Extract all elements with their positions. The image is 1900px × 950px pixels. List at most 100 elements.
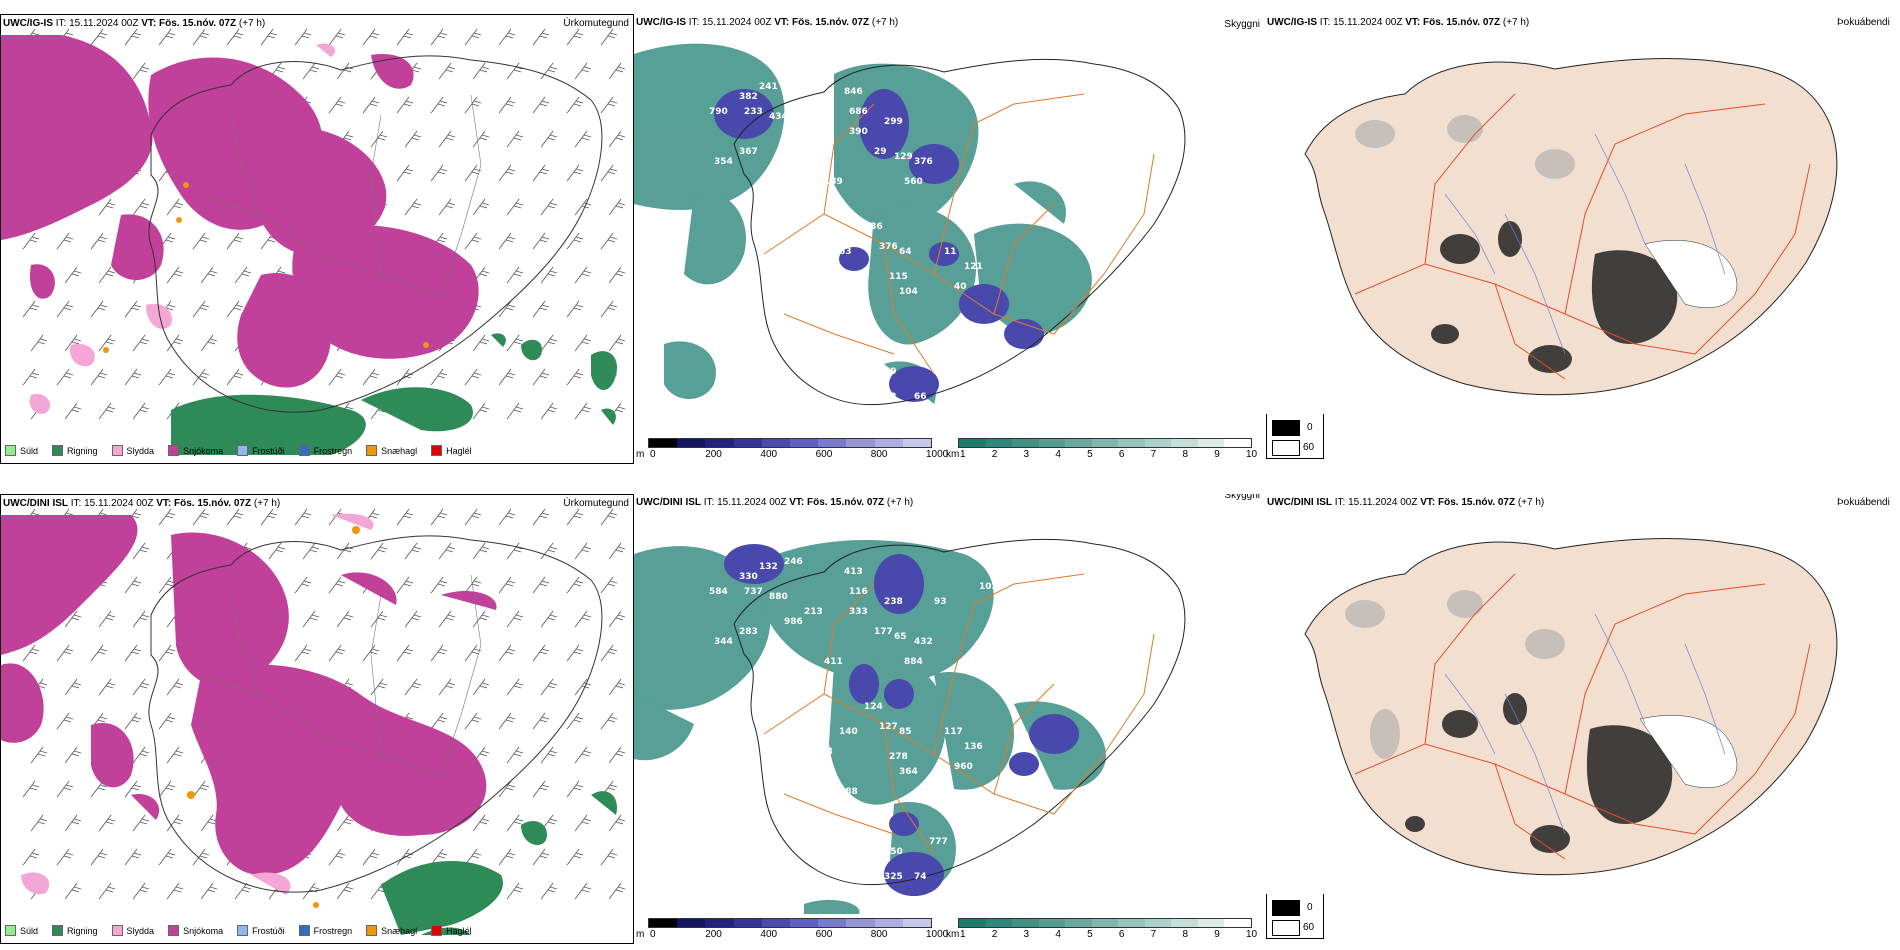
peak-label: 121 <box>964 262 983 272</box>
colorbar-unit: m <box>636 449 645 460</box>
peak-label: 35 <box>764 767 777 777</box>
peak-label: 65 <box>894 632 907 642</box>
peak-label: 103 <box>979 582 998 592</box>
colorbar-tick: 10 <box>1246 449 1258 460</box>
colorbar-box <box>789 439 819 447</box>
wind-barb <box>498 848 516 866</box>
peak-label: 333 <box>849 607 868 617</box>
wind-barb <box>158 712 176 730</box>
colorbar-box <box>705 439 734 447</box>
panel-header: UWC/DINI ISL IT: 15.11.2024 00Z VT: Fös.… <box>636 497 914 508</box>
wind-barb <box>532 300 550 318</box>
wind-barb <box>200 882 218 900</box>
wind-barb <box>166 882 184 900</box>
colorbar-box <box>1065 439 1092 447</box>
wind-barb <box>396 576 414 594</box>
wind-barb <box>608 266 626 284</box>
legend-swatch <box>237 925 249 936</box>
wind-barb <box>540 130 558 148</box>
wind-barb <box>166 814 184 832</box>
wind-barb <box>574 610 592 628</box>
wind-barb <box>132 402 150 420</box>
wind-barb <box>506 266 524 284</box>
colorbar-box <box>733 439 762 447</box>
wind-barb <box>328 28 346 46</box>
wind-barb <box>608 334 626 352</box>
wind-barb <box>158 28 176 46</box>
peak-label: 598 <box>964 817 983 827</box>
peak-label: 213 <box>804 607 823 617</box>
wind-barb <box>540 882 558 900</box>
peak-label: 129 <box>894 152 913 162</box>
wind-barb <box>98 266 116 284</box>
colorbar-tick: 7 <box>1150 449 1157 460</box>
wind-barb <box>600 28 618 46</box>
wind-barb <box>336 882 354 900</box>
legend-item: Slydda <box>111 925 155 936</box>
wind-barb <box>540 266 558 284</box>
colorbar-tick: 800 <box>870 929 888 940</box>
wind-barb <box>608 130 626 148</box>
wind-barb <box>506 882 524 900</box>
wind-barb <box>132 334 150 352</box>
wind-barb <box>430 848 448 866</box>
legend-label: Snjókoma <box>183 925 224 936</box>
peak-label: 750 <box>884 847 903 857</box>
wind-barb <box>574 882 592 900</box>
wind-barb <box>600 300 618 318</box>
wind-barb <box>566 780 584 798</box>
legend-label: Rigning <box>67 925 98 936</box>
colorbar-box <box>846 439 875 447</box>
peak-label: 317 <box>929 357 948 367</box>
wind-barb <box>566 576 584 594</box>
wind-barb <box>506 402 524 420</box>
colorbar-box <box>1091 919 1119 927</box>
wind-barb <box>532 232 550 250</box>
wind-barb <box>98 198 116 216</box>
panel-header: UWC/DINI ISL IT: 15.11.2024 00Z VT: Fös.… <box>3 498 281 509</box>
wind-barb <box>362 368 380 386</box>
legend-item: Snæhagl <box>366 445 417 456</box>
legend-item: Haglél <box>431 445 472 456</box>
legend-label: Slydda <box>126 445 155 456</box>
wind-barb <box>22 644 40 662</box>
wind-barb <box>608 610 626 628</box>
wind-barb <box>370 610 388 628</box>
wind-barb <box>132 882 150 900</box>
wind-barb <box>498 780 516 798</box>
legend-label: Frostúði <box>252 925 285 936</box>
wind-barb <box>98 402 116 420</box>
legend-item: Rigning <box>52 925 98 936</box>
wind-barb <box>574 678 592 696</box>
wind-barb <box>566 368 584 386</box>
peak-label: 436 <box>864 222 883 232</box>
legend-label: Slydda <box>126 925 155 936</box>
wind-barb <box>166 198 184 216</box>
peak-label: 11 <box>944 247 957 257</box>
wind-barb <box>574 334 592 352</box>
peak-label: 206 <box>784 77 803 87</box>
peak-label: 64 <box>899 247 912 257</box>
visibility-title: Skyggni <box>1224 19 1260 30</box>
wind-barb <box>166 678 184 696</box>
wind-barb <box>464 712 482 730</box>
wind-barb <box>532 96 550 114</box>
wind-barb <box>438 610 456 628</box>
wind-barb <box>124 28 142 46</box>
peak-label: 189 <box>824 177 843 187</box>
legend-item: Súld <box>5 925 38 936</box>
peak-label: 62 <box>884 392 897 402</box>
colorbar-tick: 400 <box>760 929 778 940</box>
peak-label: 115 <box>889 272 908 282</box>
colorbar-tick: 4 <box>1055 449 1061 460</box>
colorbar-box <box>1197 919 1225 927</box>
legend-swatch <box>168 445 180 456</box>
wind-barb <box>90 232 108 250</box>
legend-item: Snjókoma <box>168 445 223 456</box>
panel-header: UWC/IG-IS IT: 15.11.2024 00Z VT: Fös. 15… <box>636 17 899 28</box>
colorbar-tick: 9 <box>1214 929 1220 940</box>
colorbar-box <box>1012 439 1039 447</box>
colorbar-box <box>1118 439 1145 447</box>
wind-barb <box>472 610 490 628</box>
wind-barb <box>532 164 550 182</box>
